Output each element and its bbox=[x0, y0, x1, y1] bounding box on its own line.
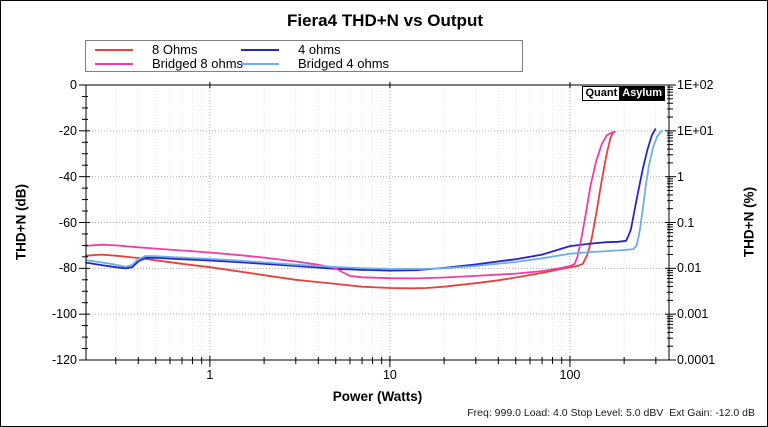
legend-swatch bbox=[95, 49, 133, 51]
quantasylum-logo: Quant Asylum bbox=[582, 86, 665, 101]
status-bar: Freq: 999.0 Load: 4.0 Stop Level: 5.0 dB… bbox=[467, 407, 755, 419]
legend-label: Bridged 8 ohms bbox=[152, 56, 244, 71]
y-right-tick-label: 1E+02 bbox=[677, 78, 714, 92]
y-left-tick-label: -100 bbox=[51, 307, 77, 322]
legend-swatch bbox=[241, 63, 279, 65]
legend-item: Bridged 4 ohms bbox=[232, 57, 389, 71]
y-left-tick-label: -60 bbox=[58, 215, 77, 230]
y-left-tick-label: -20 bbox=[58, 123, 77, 138]
legend-label: 8 Ohms bbox=[152, 42, 198, 57]
y-right-tick-label: 0.001 bbox=[677, 307, 709, 322]
legend-box: 8 Ohms 4 ohms Bridged 8 ohms Bridged 4 ohms bbox=[85, 40, 523, 72]
y-axis-title-right: THD+N (%) bbox=[741, 186, 757, 258]
legend-item: 4 ohms bbox=[232, 43, 378, 57]
x-tick-label: 1 bbox=[206, 368, 214, 382]
y-right-tick-label: 0.0001 bbox=[677, 353, 716, 367]
chart-title: Fiera4 THD+N vs Output bbox=[286, 11, 483, 30]
x-tick-label: 10 bbox=[382, 368, 397, 382]
y-right-tick-label: 1 bbox=[677, 169, 684, 184]
legend-swatch bbox=[95, 63, 133, 65]
y-right-tick-label: 1E+01 bbox=[677, 123, 714, 138]
y-axis-title-left: THD+N (dB) bbox=[13, 183, 29, 261]
quantasylum-logo-asylum: Asylum bbox=[620, 86, 665, 101]
y-left-tick-label: -80 bbox=[58, 261, 77, 276]
legend-label: 4 ohms bbox=[298, 42, 341, 57]
y-right-tick-label: 0.01 bbox=[677, 261, 702, 276]
x-axis-title: Power (Watts) bbox=[332, 389, 423, 404]
legend-label: Bridged 4 ohms bbox=[298, 56, 390, 71]
y-left-tick-label: 0 bbox=[70, 78, 77, 92]
x-tick-label: 100 bbox=[559, 368, 581, 382]
y-right-tick-label: 0.1 bbox=[677, 215, 695, 230]
y-left-tick-label: -40 bbox=[58, 169, 77, 184]
legend-item: 8 Ohms bbox=[86, 43, 232, 57]
legend-swatch bbox=[241, 49, 279, 51]
legend-item: Bridged 8 ohms bbox=[86, 57, 243, 71]
quantasylum-logo-quant: Quant bbox=[582, 86, 621, 101]
y-left-tick-label: -120 bbox=[51, 353, 77, 367]
